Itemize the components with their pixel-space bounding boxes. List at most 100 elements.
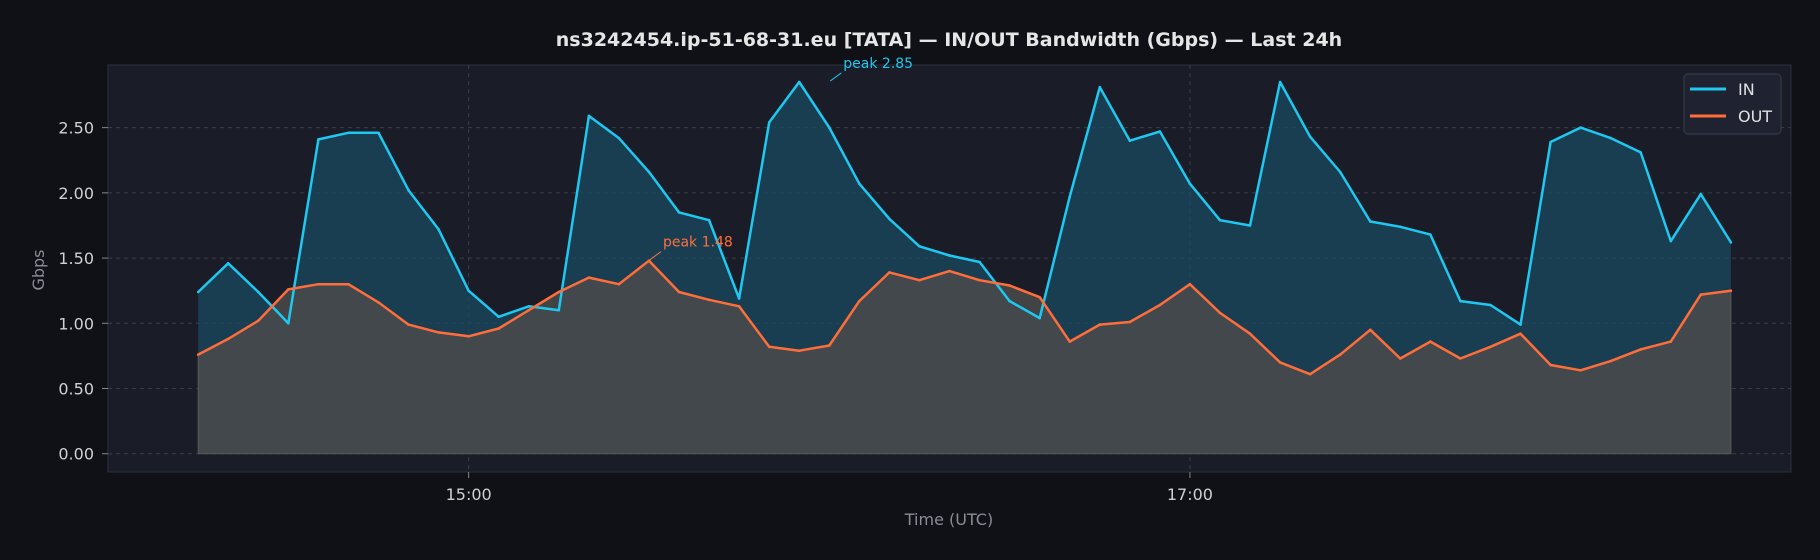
data-point-out <box>1489 345 1492 349</box>
data-point-out <box>527 308 531 312</box>
y-tick-label: 0.00 <box>58 445 94 464</box>
data-point-in <box>1098 85 1102 89</box>
data-point-out <box>407 323 410 326</box>
data-point-in <box>437 228 440 231</box>
data-point-out <box>617 282 621 286</box>
plot-area: peak 2.85 peak 1.48 <box>107 56 1792 473</box>
data-point-out <box>1248 332 1252 336</box>
data-point-out <box>767 345 771 349</box>
data-point-in <box>1248 224 1252 227</box>
legend-label-out: OUT <box>1738 107 1772 126</box>
data-point-in <box>557 308 561 312</box>
data-point-in <box>1429 233 1432 236</box>
data-point-in <box>407 188 410 192</box>
data-point-out <box>737 305 741 308</box>
data-point-in <box>317 138 320 141</box>
data-point-out <box>1038 295 1041 299</box>
series-lines <box>196 80 1733 376</box>
y-tick-label: 2.50 <box>58 119 94 138</box>
data-point-in <box>1008 299 1011 303</box>
data-point-out <box>1188 282 1192 286</box>
data-point-out <box>437 331 440 334</box>
data-point-in <box>1699 192 1703 196</box>
y-axis-ticks: 0.00 0.50 1.00 1.50 2.00 2.50 <box>58 119 108 464</box>
data-point-in <box>1369 220 1372 223</box>
data-point-out <box>1098 323 1102 326</box>
data-point-in <box>978 260 981 264</box>
x-tick-label: 17:00 <box>1167 485 1213 504</box>
data-point-in <box>858 182 861 185</box>
data-point-out <box>1338 353 1342 356</box>
data-point-in <box>1218 218 1222 222</box>
y-axis-label: Gbps <box>29 249 48 290</box>
x-axis-label: Time (UTC) <box>904 510 993 529</box>
data-point-out <box>1128 320 1132 324</box>
data-point-out <box>797 349 801 353</box>
data-point-out <box>1399 357 1402 360</box>
data-point-out <box>1429 340 1432 343</box>
data-point-in <box>617 136 621 140</box>
data-point-in <box>1489 303 1492 307</box>
data-point-in <box>226 262 230 265</box>
data-point-out <box>317 282 320 286</box>
data-point-out <box>1699 293 1703 296</box>
data-point-out <box>1218 311 1222 315</box>
data-point-in <box>737 297 741 300</box>
data-point-in <box>918 245 921 248</box>
data-point-out <box>1369 328 1372 332</box>
data-point-in <box>1549 140 1552 144</box>
data-point-in <box>1068 195 1071 199</box>
data-point-in <box>587 114 591 118</box>
data-point-in <box>677 211 681 214</box>
data-point-in <box>1338 170 1342 174</box>
data-point-in <box>1639 151 1642 154</box>
annotation-arrow <box>649 251 662 261</box>
data-point-out <box>257 319 260 323</box>
data-point-in <box>196 290 200 294</box>
legend-label-in: IN <box>1738 80 1755 99</box>
chart-title: ns3242454.ip-51-68-31.eu [TATA] — IN/OUT… <box>556 29 1342 51</box>
data-point-in <box>1038 316 1041 320</box>
data-point-in <box>1729 241 1733 244</box>
series-line-out <box>197 259 1732 376</box>
data-point-out <box>557 290 561 294</box>
data-point-out <box>1729 289 1733 293</box>
legend: IN OUT <box>1683 73 1782 135</box>
data-point-in <box>1669 239 1673 243</box>
data-point-out <box>1549 363 1552 367</box>
data-point-in <box>1459 299 1462 303</box>
data-point-out <box>1639 348 1642 351</box>
data-point-in <box>1399 225 1402 229</box>
data-point-out <box>1609 359 1612 363</box>
data-point-in <box>828 126 831 129</box>
data-point-out <box>226 337 230 341</box>
data-point-out <box>1068 340 1071 343</box>
data-point-in <box>948 254 951 257</box>
data-point-in <box>797 80 801 84</box>
data-point-out <box>287 288 290 291</box>
data-point-in <box>1158 130 1162 133</box>
data-point-in <box>767 121 771 124</box>
annotations: peak 2.85 peak 1.48 <box>649 56 913 261</box>
y-tick-label: 2.00 <box>58 184 94 203</box>
data-point-out <box>497 327 501 330</box>
data-point-in <box>1308 135 1312 138</box>
x-axis-ticks: 15:00 17:00 <box>446 472 1213 504</box>
series-line-in <box>197 80 1732 326</box>
data-point-in <box>377 131 380 135</box>
data-point-out <box>948 269 951 273</box>
data-point-out <box>467 335 470 338</box>
y-tick-label: 1.50 <box>58 249 94 268</box>
data-point-out <box>1278 361 1282 364</box>
data-point-out <box>1158 303 1162 307</box>
data-point-in <box>1579 126 1582 129</box>
x-tick-label: 15:00 <box>446 485 492 504</box>
data-point-in <box>1609 136 1612 140</box>
y-tick-label: 1.00 <box>58 314 94 333</box>
data-point-in <box>347 131 350 135</box>
peak-annotation-in: peak 2.85 <box>843 56 913 72</box>
data-point-out <box>888 271 891 274</box>
data-point-in <box>467 289 470 293</box>
data-point-out <box>918 278 921 282</box>
